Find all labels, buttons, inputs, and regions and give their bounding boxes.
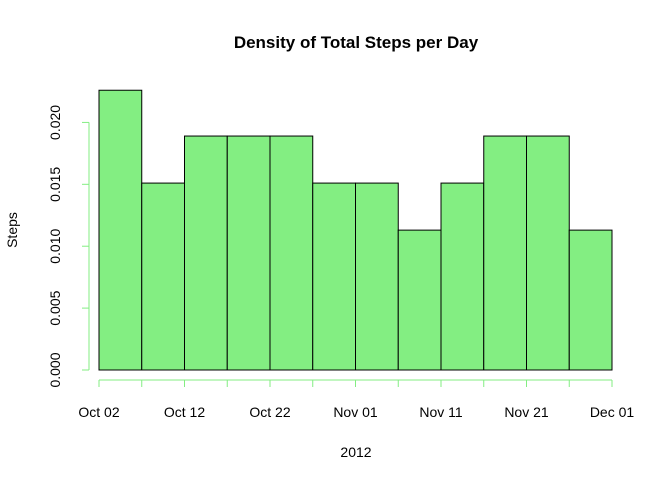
histogram-bar bbox=[312, 182, 356, 371]
x-tick-label: Nov 01 bbox=[333, 404, 378, 420]
histogram-bar bbox=[98, 89, 143, 371]
x-axis: Oct 02 Oct 12 Oct 22 Nov 01 Nov 11 Nov 21 Dec … bbox=[78, 379, 635, 420]
histogram-bar bbox=[269, 135, 314, 371]
x-tick-label: Oct 12 bbox=[164, 404, 205, 420]
x-tick-label: Nov 21 bbox=[504, 404, 549, 420]
x-tick-label: Dec 01 bbox=[590, 404, 635, 420]
y-tick-label: 0.010 bbox=[47, 228, 63, 263]
histogram-bar bbox=[355, 182, 399, 371]
y-axis-label: Steps bbox=[4, 212, 20, 248]
histogram-bar bbox=[397, 229, 442, 371]
y-tick-label: 0.005 bbox=[47, 290, 63, 325]
x-tick-label: Oct 02 bbox=[78, 404, 119, 420]
histogram-bar bbox=[226, 135, 271, 371]
bars-group bbox=[98, 89, 613, 371]
y-tick-label: 0.000 bbox=[47, 352, 63, 387]
chart-title: Density of Total Steps per Day bbox=[234, 33, 479, 52]
y-tick-label: 0.020 bbox=[47, 105, 63, 140]
histogram-bar bbox=[440, 182, 485, 371]
histogram-bar bbox=[568, 229, 613, 371]
histogram-bar bbox=[526, 135, 570, 371]
y-tick-label: 0.015 bbox=[47, 167, 63, 202]
x-tick-label: Oct 22 bbox=[249, 404, 290, 420]
histogram-bar bbox=[483, 135, 527, 371]
y-axis: 0.000 0.005 0.010 0.015 0.020 bbox=[47, 105, 90, 388]
histogram-bar bbox=[141, 182, 185, 371]
x-axis-label: 2012 bbox=[340, 444, 371, 460]
histogram-bar bbox=[184, 135, 228, 371]
x-tick-label: Nov 11 bbox=[419, 404, 463, 420]
